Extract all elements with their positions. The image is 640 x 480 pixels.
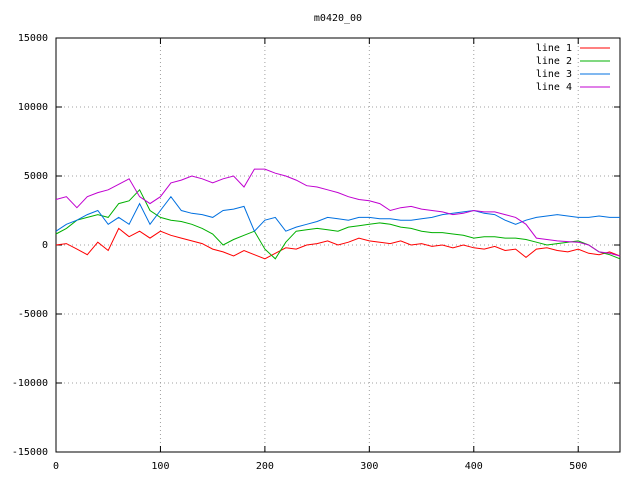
y-tick-label: -15000: [12, 447, 48, 458]
x-tick-label: 100: [151, 461, 169, 472]
legend-label: line 1: [536, 43, 572, 54]
series-line: [55, 227, 621, 260]
y-tick-label: 5000: [24, 171, 48, 182]
x-tick-label: 500: [569, 461, 587, 472]
series-line: [55, 168, 621, 257]
y-tick-label: -10000: [12, 378, 48, 389]
series-line: [55, 195, 620, 233]
y-tick-label: 10000: [18, 102, 48, 113]
legend-label: line 4: [536, 82, 572, 93]
legend-label: line 2: [536, 56, 572, 67]
chart-title: m0420_00: [314, 13, 362, 24]
x-tick-label: 400: [465, 461, 483, 472]
y-tick-label: 0: [42, 240, 48, 251]
y-tick-label: 15000: [18, 33, 48, 44]
y-tick-label: -5000: [18, 309, 48, 320]
x-tick-label: 0: [53, 461, 59, 472]
legend-label: line 3: [536, 69, 572, 80]
x-tick-label: 200: [256, 461, 274, 472]
x-tick-label: 300: [360, 461, 378, 472]
series-line: [55, 188, 621, 260]
